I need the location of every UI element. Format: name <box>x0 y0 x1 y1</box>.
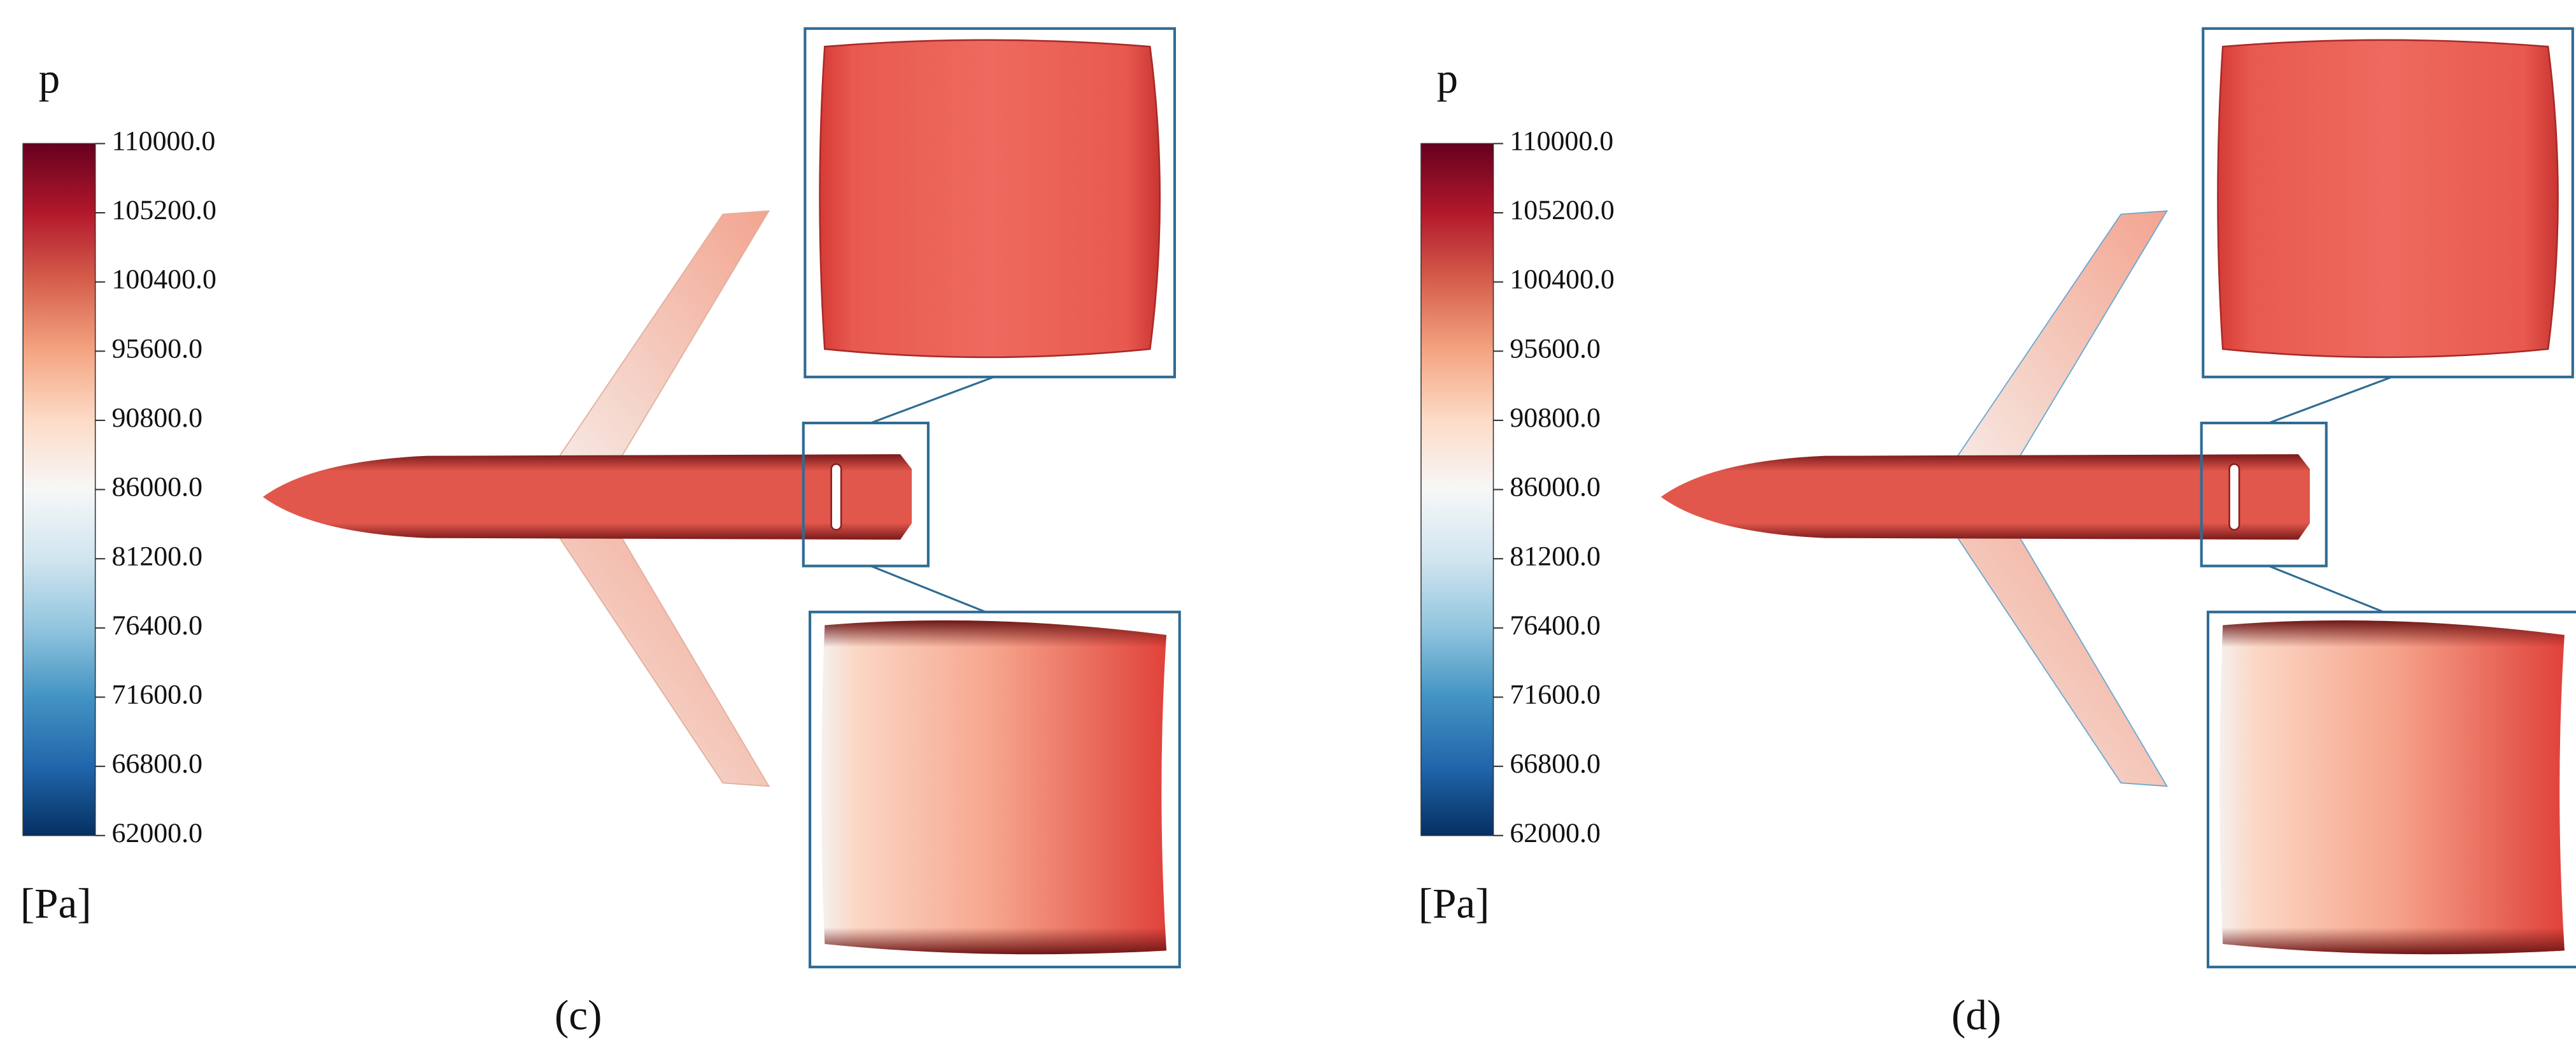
wing <box>557 210 770 459</box>
colorbar-tick-label: 66800.0 <box>1510 748 1601 779</box>
connector <box>870 376 994 424</box>
zoom-frame <box>2200 422 2328 568</box>
colorbar-tick-label: 76400.0 <box>111 610 202 641</box>
colorbar-tick-label: 95600.0 <box>1510 333 1601 364</box>
colorbar-tick-label: 81200.0 <box>1510 541 1601 571</box>
wing <box>1955 536 2169 787</box>
colorbar-tick-label: 90800.0 <box>111 403 202 433</box>
colorbar-tick-label: 71600.0 <box>1510 680 1601 710</box>
intake <box>830 463 842 531</box>
zoom-frame <box>809 610 1181 969</box>
colorbar-tick-label: 71600.0 <box>111 680 202 710</box>
panel: p 110000.0 105200.0 100400.0 95600.0 90800.0 8… <box>1419 27 2576 1039</box>
inset-rim <box>821 620 1167 955</box>
colorbar-tick-label: 95600.0 <box>111 333 202 364</box>
colorbar-unit: [Pa] <box>1419 880 1490 927</box>
colorbar-title: p <box>1437 54 1459 102</box>
colorbar-unit: [Pa] <box>20 880 92 927</box>
panel-label: (d) <box>1951 991 2001 1039</box>
wing <box>557 536 770 787</box>
fuselage <box>262 454 912 540</box>
colorbar-tick-label: 100400.0 <box>111 264 216 295</box>
zoom-frame <box>2202 27 2574 378</box>
colorbar <box>1420 143 1494 836</box>
colorbar-tick-label: 86000.0 <box>111 472 202 503</box>
inset-rim <box>2219 620 2565 955</box>
colorbar-tick-label: 90800.0 <box>1510 403 1601 433</box>
zoom-frame <box>802 422 930 568</box>
zoom-frame <box>803 27 1177 378</box>
colorbar-tick-label: 110000.0 <box>111 125 215 156</box>
colorbar-tick-label: 66800.0 <box>111 748 202 779</box>
inset-top <box>819 39 1161 359</box>
zoom-frame <box>2206 610 2576 969</box>
colorbar-tick-label: 100400.0 <box>1510 264 1614 295</box>
fuselage <box>1660 454 2310 540</box>
colorbar <box>22 143 96 836</box>
colorbar-tick-label: 76400.0 <box>1510 610 1601 641</box>
panel-label: (c) <box>555 991 602 1039</box>
colorbar-tick-label: 62000.0 <box>111 818 202 848</box>
intake <box>2228 463 2240 531</box>
connector <box>870 565 986 613</box>
connector <box>2268 565 2384 613</box>
colorbar-tick-label: 105200.0 <box>1510 195 1614 225</box>
colorbar-tick-label: 86000.0 <box>1510 472 1601 503</box>
panel: p 110000.0 105200.0 100400.0 95600.0 90800.0 8… <box>20 27 1181 1039</box>
colorbar-tick-label: 105200.0 <box>111 195 216 225</box>
colorbar-tick-label: 62000.0 <box>1510 818 1601 848</box>
colorbar-title: p <box>39 54 60 102</box>
connector <box>2268 376 2393 424</box>
inset-top <box>2217 39 2559 359</box>
colorbar-tick-label: 110000.0 <box>1510 125 1613 156</box>
colorbar-tick-label: 81200.0 <box>111 541 202 571</box>
wing <box>1955 210 2169 459</box>
